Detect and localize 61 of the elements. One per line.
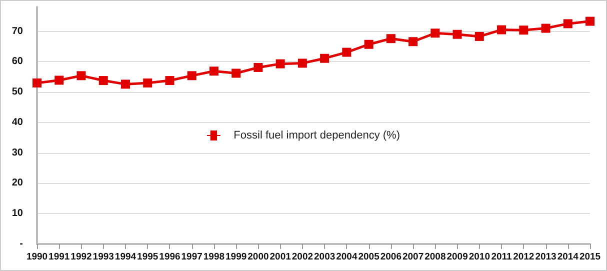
y-tick-label: 70 — [12, 26, 24, 37]
point — [187, 71, 196, 80]
point — [320, 54, 330, 63]
point — [165, 76, 174, 86]
x-tick-label: 1991 — [48, 252, 70, 262]
point — [298, 58, 307, 68]
x-tick-label: 2007 — [402, 252, 424, 262]
x-tick-label: 1990 — [26, 252, 48, 262]
y-tick-label: 10 — [12, 208, 24, 220]
x-tick-label: 2005 — [358, 252, 380, 262]
point — [408, 37, 418, 46]
y-tick-label: 60 — [12, 56, 24, 68]
y-tick-label: 30 — [12, 147, 24, 158]
y-tick-label: 40 — [12, 116, 24, 128]
x-tick-label: 2011 — [491, 252, 513, 262]
point — [563, 19, 572, 28]
x-tick-label: 2001 — [270, 252, 292, 262]
point — [209, 66, 218, 76]
point — [497, 25, 506, 34]
x-tick-label: 2013 — [535, 252, 556, 262]
point — [364, 40, 374, 49]
x-tick-label: 1993 — [92, 252, 114, 262]
x-tick-label: 1999 — [226, 252, 247, 262]
point — [76, 71, 86, 80]
y-tick-label: 50 — [12, 86, 24, 98]
point — [474, 32, 484, 41]
point — [541, 24, 550, 33]
x-tick-label: 1995 — [137, 252, 159, 262]
point — [232, 68, 241, 78]
y-tick-label: 20 — [12, 178, 24, 189]
x-tick-label: 2009 — [446, 252, 468, 262]
x-tick-label: 2008 — [424, 252, 446, 262]
x-tick-label: 2012 — [513, 252, 534, 262]
point — [452, 30, 462, 39]
point — [98, 76, 108, 86]
point — [586, 16, 594, 26]
x-tick-label: 1997 — [181, 252, 202, 262]
x-tick-label: 1992 — [70, 252, 92, 262]
y-tick-label: - — [20, 238, 23, 250]
x-tick-label: 2010 — [468, 252, 490, 262]
x-tick-label: 1994 — [114, 252, 137, 262]
point — [519, 26, 528, 35]
point — [430, 28, 440, 38]
point — [342, 48, 352, 57]
legend-label: Fossil fuel import dependency (%) — [234, 130, 400, 142]
point — [386, 34, 396, 44]
x-tick-label: 2000 — [248, 252, 269, 262]
x-tick-label: 2014 — [557, 252, 580, 262]
point — [120, 80, 130, 89]
x-tick-label: 2006 — [380, 252, 402, 262]
x-tick-label: 2003 — [314, 252, 336, 262]
point — [54, 76, 64, 85]
x-tick-label: 2002 — [292, 252, 314, 262]
x-tick-label: 1996 — [159, 252, 180, 262]
point — [143, 78, 152, 88]
x-tick-label: 2015 — [579, 252, 602, 262]
point — [32, 78, 42, 88]
x-tick-label: 2004 — [336, 252, 358, 262]
point — [276, 59, 285, 68]
x-tick-label: 1998 — [203, 252, 225, 262]
point — [254, 62, 263, 72]
